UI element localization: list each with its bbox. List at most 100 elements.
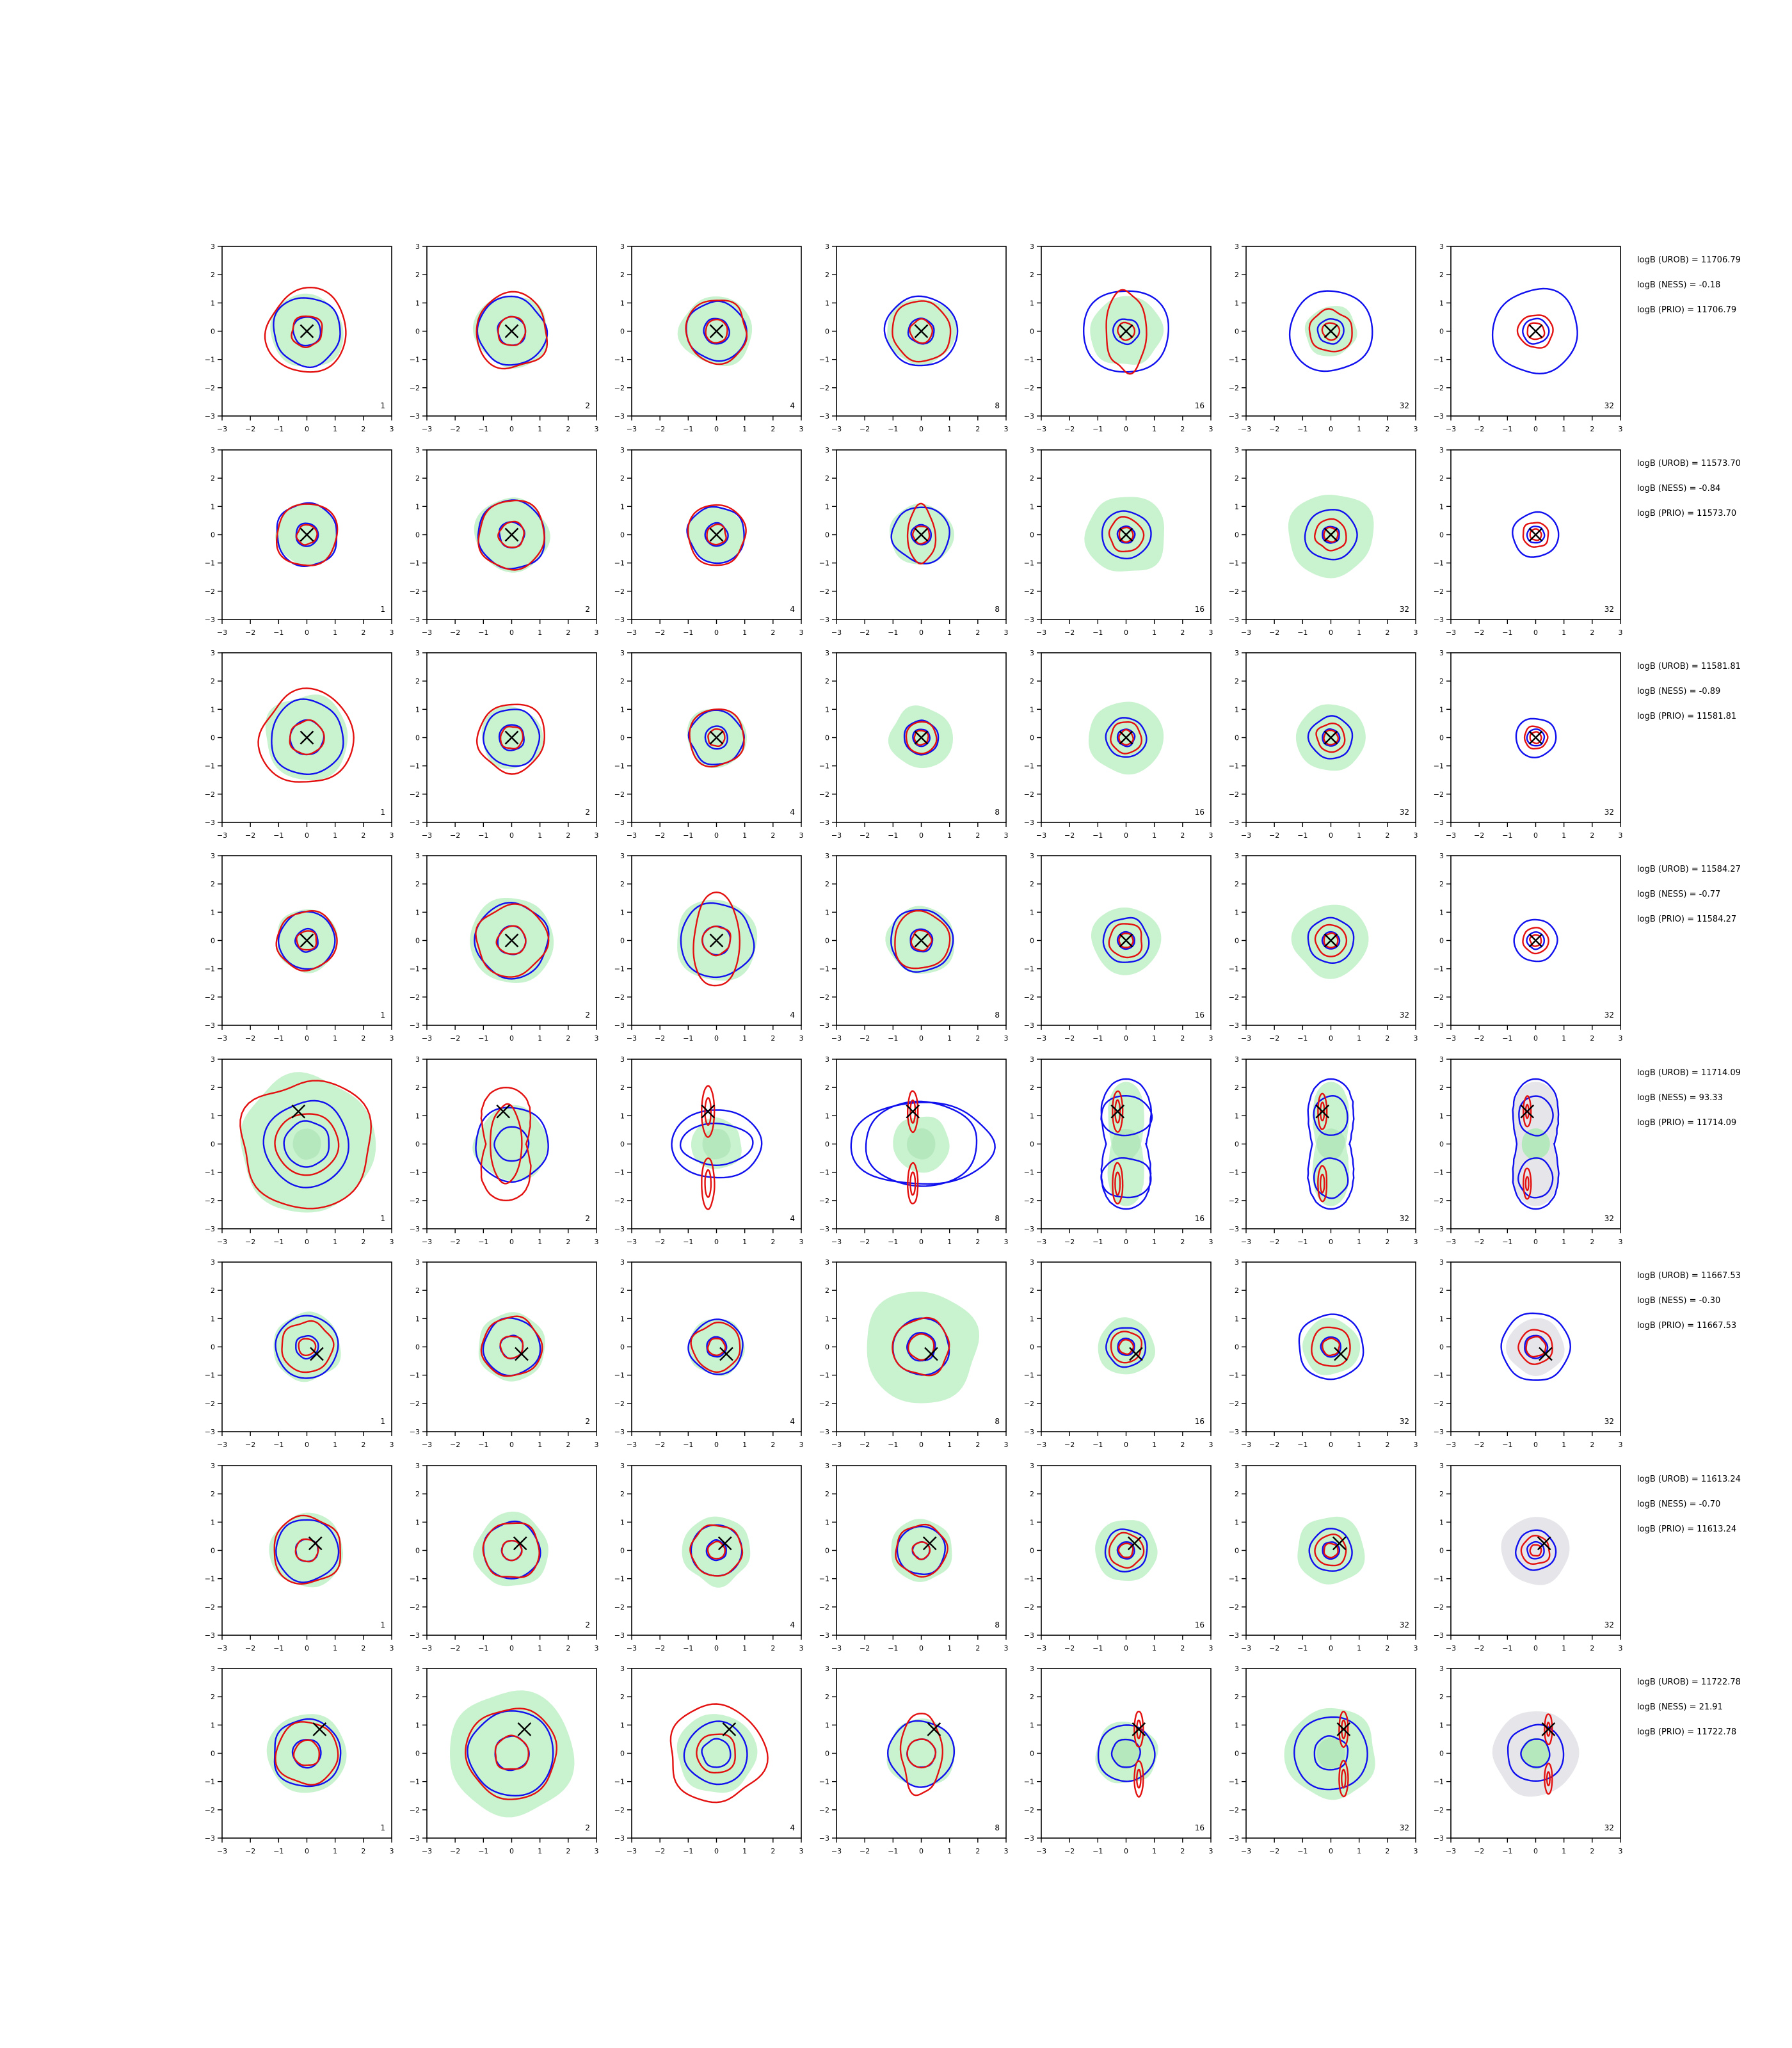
red-contour-lower-inner (1114, 1171, 1121, 1196)
x-tick-label: −3 (831, 425, 842, 433)
x-tick-label: −3 (627, 1644, 637, 1652)
y-tick-label: 2 (620, 880, 625, 888)
stat-line: logB (PRIO) = 11722.78 (1637, 1727, 1736, 1737)
x-tick-label: −3 (1036, 628, 1046, 637)
y-tick-label: −2 (410, 993, 420, 1002)
stat-line: logB (PRIO) = 11584.27 (1637, 915, 1736, 924)
x-tick-label: 0 (1533, 1644, 1538, 1652)
red-contour-outer (1110, 721, 1143, 755)
x-tick-label: 0 (714, 1034, 719, 1043)
panel-r4-c2: −3−3 −2 −2 −1 −1 0 0 1 1 2 2 3 3 2 (410, 852, 599, 1043)
y-tick-label: −1 (1434, 1372, 1444, 1380)
x-tick-label: −2 (860, 831, 870, 840)
true-value-marker (1520, 1104, 1535, 1119)
true-value-marker (1119, 730, 1133, 745)
y-tick-label: 3 (825, 1665, 829, 1673)
y-tick-label: 1 (415, 1518, 420, 1526)
blue-contour-outer (1288, 290, 1373, 372)
y-tick-label: 1 (1439, 908, 1444, 916)
true-value-marker (300, 730, 314, 745)
red-contour-upper-inner (1136, 1719, 1142, 1740)
panel-r1-c5: −3−3 −2 −2 −1 −1 0 0 1 1 2 2 3 3 16 (1024, 243, 1213, 433)
y-tick-label: 1 (825, 908, 829, 916)
x-tick-label: −2 (1474, 1238, 1484, 1246)
x-tick-label: 0 (305, 1034, 309, 1043)
density-fill (1506, 1318, 1565, 1377)
panel-corner-label: 2 (585, 1011, 590, 1020)
y-tick-label: 0 (211, 1750, 215, 1758)
x-tick-label: 1 (947, 1034, 952, 1043)
x-tick-label: 0 (919, 628, 924, 637)
x-tick-label: 2 (1385, 1441, 1389, 1449)
panel-r5-c3: −3−3 −2 −2 −1 −1 0 0 1 1 2 2 3 3 4 (614, 1055, 804, 1246)
panel-corner-label: 1 (380, 1011, 385, 1020)
y-tick-label: 2 (415, 880, 420, 888)
x-tick-label: 1 (1357, 1847, 1361, 1855)
y-tick-label: 2 (620, 677, 625, 685)
y-tick-label: 0 (825, 1140, 829, 1149)
red-contour-inner (1118, 526, 1134, 543)
blue-contour-outer (262, 1100, 349, 1188)
x-tick-label: 0 (1533, 1034, 1538, 1043)
y-tick-label: −3 (1434, 819, 1444, 827)
y-tick-label: −1 (614, 356, 625, 364)
panel-corner-label: 32 (1604, 808, 1614, 817)
y-tick-label: 0 (1235, 531, 1239, 540)
y-tick-label: −2 (1229, 1603, 1239, 1612)
x-tick-label: −3 (1241, 831, 1251, 840)
x-tick-label: −2 (1269, 831, 1279, 840)
red-contour-lower-inner (1136, 1768, 1142, 1789)
y-tick-label: 3 (211, 446, 215, 454)
x-tick-label: 0 (714, 831, 719, 840)
y-tick-label: 0 (620, 1140, 625, 1149)
y-tick-label: −1 (410, 762, 420, 771)
x-tick-label: 3 (1004, 628, 1009, 637)
true-value-marker (1324, 730, 1338, 745)
x-tick-label: −1 (273, 1441, 284, 1449)
y-tick-label: 0 (211, 937, 215, 945)
x-tick-label: −2 (450, 1644, 460, 1652)
y-tick-label: 0 (1235, 1547, 1239, 1555)
true-value-marker (709, 527, 724, 542)
x-tick-label: 2 (975, 425, 980, 433)
red-contour-outer (1523, 725, 1549, 750)
x-tick-label: −1 (1092, 831, 1103, 840)
panel-corner-label: 2 (585, 808, 590, 817)
y-tick-label: 1 (415, 502, 420, 511)
panel-corner-label: 16 (1195, 401, 1204, 410)
x-tick-label: −2 (1269, 1644, 1279, 1652)
blue-contour-inner (1321, 931, 1341, 950)
x-tick-label: −1 (683, 1238, 693, 1246)
y-tick-label: −2 (1229, 384, 1239, 392)
x-tick-label: 2 (1590, 1644, 1594, 1652)
density-fill (1297, 1516, 1365, 1585)
y-tick-label: −2 (614, 1603, 625, 1612)
blue-contour-inner (295, 1335, 319, 1360)
y-tick-label: −2 (1434, 1400, 1444, 1408)
y-tick-label: −3 (1024, 412, 1034, 420)
y-tick-label: −1 (205, 762, 215, 771)
x-tick-label: 3 (1414, 1847, 1418, 1855)
y-tick-label: −3 (819, 1225, 829, 1233)
y-tick-label: 0 (825, 531, 829, 540)
panel-r4-c3: −3−3 −2 −2 −1 −1 0 0 1 1 2 2 3 3 4 (614, 852, 804, 1043)
x-tick-label: −1 (1297, 1644, 1308, 1652)
y-tick-label: 0 (415, 531, 420, 540)
x-tick-label: −1 (478, 425, 488, 433)
y-tick-label: 3 (620, 243, 625, 251)
x-tick-label: 2 (1590, 628, 1594, 637)
panel-r6-c4: −3−3 −2 −2 −1 −1 0 0 1 1 2 2 3 3 8 (819, 1258, 1009, 1449)
y-tick-label: 1 (1030, 1721, 1034, 1729)
y-tick-label: −2 (1434, 1806, 1444, 1814)
panel-corner-label: 8 (995, 401, 1000, 410)
red-contour-outer (482, 1522, 540, 1578)
blue-contour-outer (1491, 287, 1578, 375)
y-tick-label: 1 (1439, 1315, 1444, 1323)
x-tick-label: 3 (1209, 831, 1213, 840)
y-tick-label: 0 (415, 734, 420, 742)
x-tick-label: −2 (450, 1847, 460, 1855)
y-tick-label: 2 (1235, 677, 1239, 685)
y-tick-label: 1 (1235, 299, 1239, 307)
stat-line: logB (UROB) = 11573.70 (1637, 459, 1741, 468)
y-tick-label: −1 (1434, 762, 1444, 771)
